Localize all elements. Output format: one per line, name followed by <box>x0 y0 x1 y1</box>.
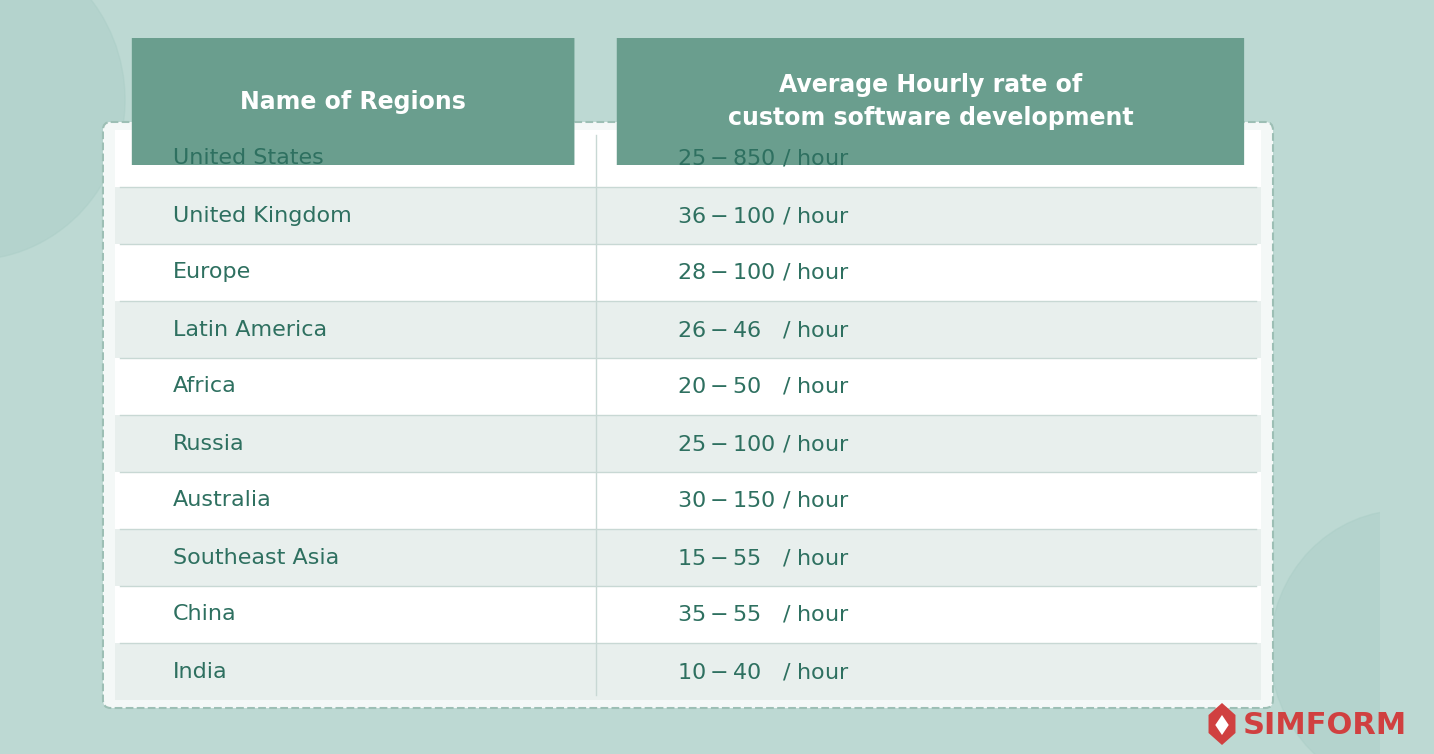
Circle shape <box>0 0 125 260</box>
FancyBboxPatch shape <box>132 38 575 165</box>
Bar <box>115 586 1262 643</box>
Bar <box>115 187 1262 244</box>
Text: Latin America: Latin America <box>174 320 327 339</box>
Text: United States: United States <box>174 149 324 168</box>
Text: $10-$40   / hour: $10-$40 / hour <box>677 661 850 682</box>
Text: Average Hourly rate of
custom software development: Average Hourly rate of custom software d… <box>727 72 1133 130</box>
Bar <box>115 130 1262 187</box>
Text: Name of Regions: Name of Regions <box>239 90 466 114</box>
Polygon shape <box>1209 703 1236 745</box>
Text: $36-$100 / hour: $36-$100 / hour <box>677 205 850 226</box>
Text: $25-$100 / hour: $25-$100 / hour <box>677 433 850 454</box>
Text: China: China <box>174 605 237 624</box>
Text: Russia: Russia <box>174 434 245 453</box>
FancyBboxPatch shape <box>617 38 1245 165</box>
Polygon shape <box>1215 715 1229 735</box>
Text: SIMFORM: SIMFORM <box>1243 710 1407 740</box>
Text: India: India <box>174 661 228 682</box>
Text: Africa: Africa <box>174 376 237 397</box>
Bar <box>115 415 1262 472</box>
Text: Australia: Australia <box>174 491 272 510</box>
Bar <box>115 301 1262 358</box>
Text: $15-$55   / hour: $15-$55 / hour <box>677 547 850 568</box>
Bar <box>115 529 1262 586</box>
Text: $35-$55   / hour: $35-$55 / hour <box>677 604 850 625</box>
Text: $26-$46   / hour: $26-$46 / hour <box>677 319 850 340</box>
Text: $25-$850 / hour: $25-$850 / hour <box>677 148 850 169</box>
Circle shape <box>1271 510 1434 754</box>
Text: $30-$150 / hour: $30-$150 / hour <box>677 490 850 511</box>
Bar <box>115 358 1262 415</box>
Text: $20-$50   / hour: $20-$50 / hour <box>677 376 850 397</box>
Text: $28-$100 / hour: $28-$100 / hour <box>677 262 850 283</box>
Bar <box>115 472 1262 529</box>
Bar <box>115 244 1262 301</box>
FancyBboxPatch shape <box>103 122 1273 708</box>
Text: United Kingdom: United Kingdom <box>174 206 351 225</box>
Text: Europe: Europe <box>174 262 251 283</box>
Bar <box>115 643 1262 700</box>
Text: Southeast Asia: Southeast Asia <box>174 547 340 568</box>
